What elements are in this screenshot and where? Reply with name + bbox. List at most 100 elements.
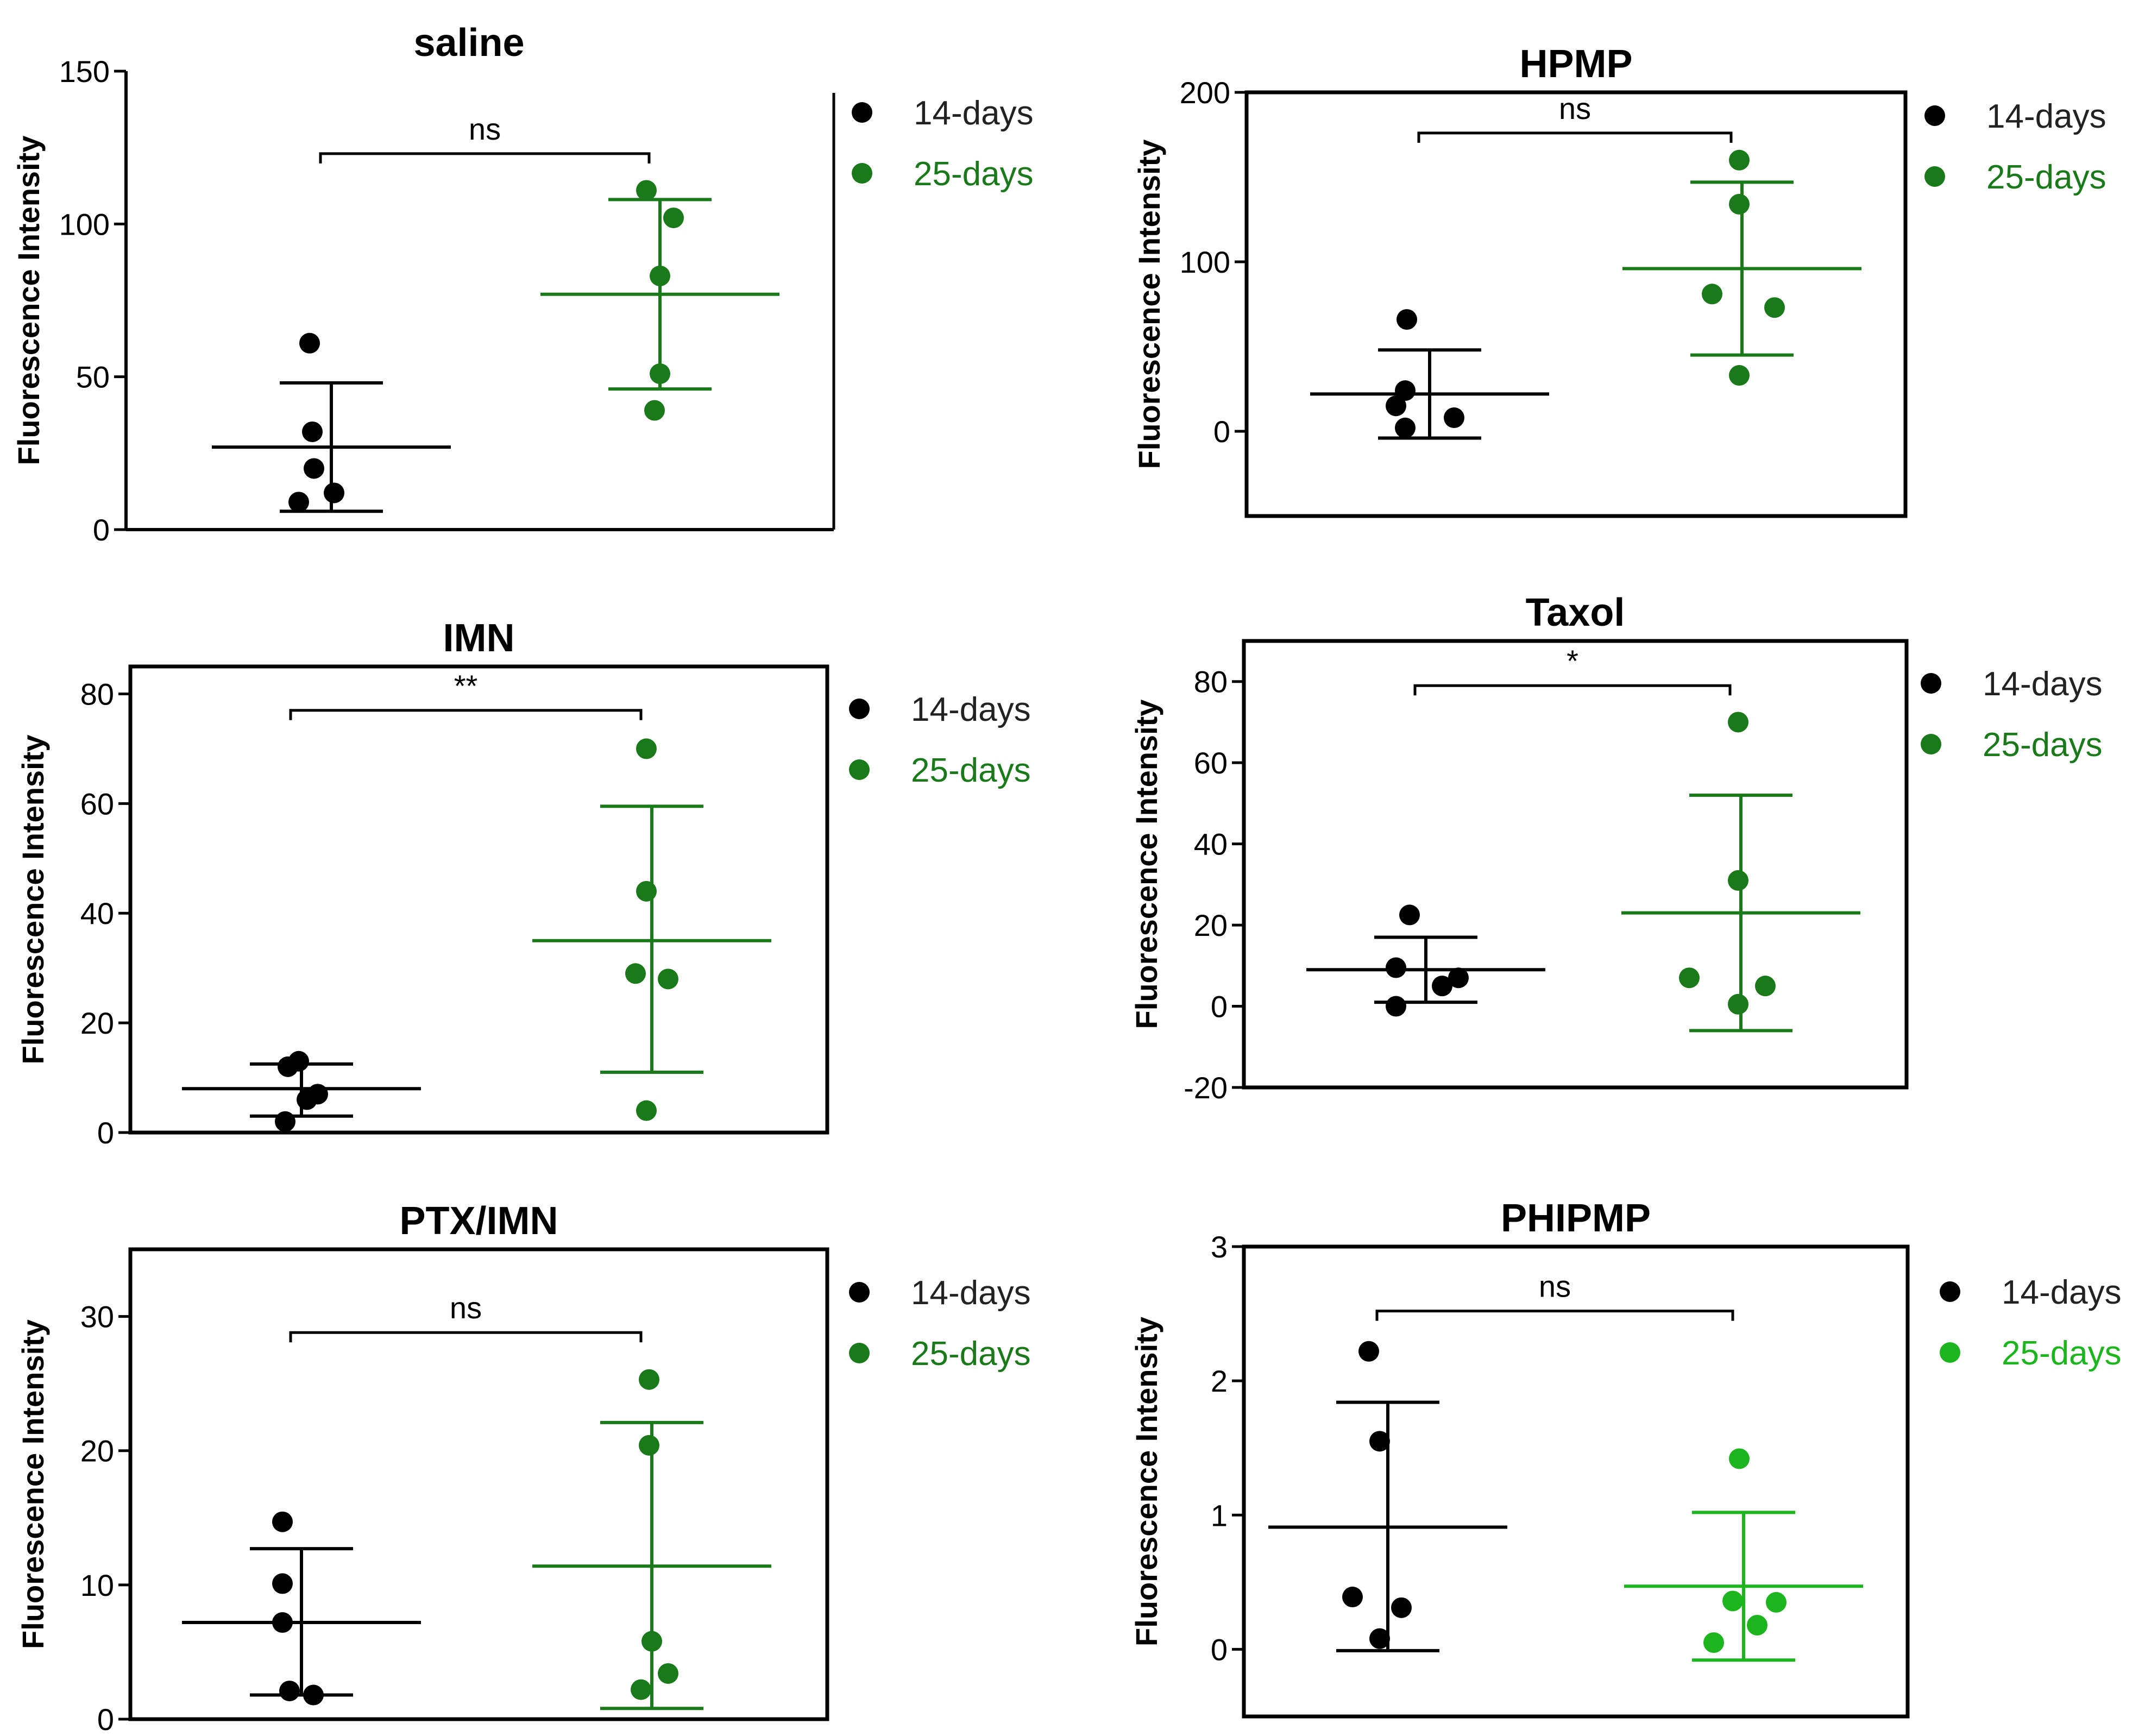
y-tick-label: 50 (76, 360, 110, 394)
data-point (1391, 1597, 1412, 1618)
y-tick-label: 0 (97, 1116, 114, 1150)
legend-label: 25-days (911, 1335, 1031, 1373)
legend-marker (852, 163, 872, 184)
y-tick-label: 3 (1211, 1230, 1228, 1264)
chart-title: IMN (443, 617, 515, 660)
y-axis-label: Fluorescence Intensity (1129, 1317, 1163, 1646)
data-point (1702, 284, 1722, 305)
data-point (663, 207, 684, 229)
significance-label: ** (454, 669, 478, 703)
bracket-line (319, 152, 651, 163)
data-point (303, 1684, 324, 1706)
data-point (299, 332, 320, 354)
legend-item: 14-days (1924, 98, 2106, 135)
series-14-days (182, 1511, 421, 1706)
y-tick-label: 0 (93, 513, 110, 547)
chart-title: saline (413, 21, 524, 65)
chart-title: Taxol (1526, 591, 1625, 634)
data-point (279, 1681, 300, 1702)
legend-item: 14-days (849, 1274, 1031, 1312)
data-point (644, 400, 665, 421)
data-point (275, 1111, 295, 1132)
data-point (636, 880, 657, 902)
data-point (1747, 1614, 1767, 1636)
y-tick-label: 80 (80, 677, 114, 711)
y-axis-label: Fluorescence Intensity (1129, 700, 1163, 1029)
data-point (272, 1573, 293, 1594)
data-point (636, 738, 657, 759)
legend-marker (1921, 734, 1941, 754)
significance-bracket: * (1413, 644, 1732, 696)
panel-imn: 0 20 40 60 80 IMN Fluorescence Intensity ** 14-d… (16, 617, 1031, 1150)
legend-label: 25-days (914, 155, 1034, 193)
y-tick-label: 60 (1194, 746, 1228, 780)
data-point (636, 180, 657, 201)
significance-bracket: ns (1375, 1269, 1734, 1321)
y-tick-label: 1 (1211, 1498, 1228, 1532)
data-point (288, 492, 309, 513)
panel-taxol: -20 0 20 40 60 80 Taxol Fluorescence Intensity *… (1129, 591, 2103, 1105)
legend-marker (849, 699, 870, 719)
plot-frame (128, 1247, 829, 1721)
legend-item: 25-days (1940, 1335, 2122, 1372)
data-point (1386, 395, 1406, 417)
data-point (1729, 1448, 1750, 1469)
y-tick-label: 200 (1180, 76, 1230, 110)
significance-bracket: ns (289, 1291, 643, 1343)
data-point (1728, 993, 1748, 1015)
data-point (272, 1511, 293, 1532)
data-point (631, 1679, 651, 1700)
y-tick-label: 20 (80, 1434, 114, 1468)
data-point (304, 458, 324, 479)
series-25-days (1621, 712, 1860, 1033)
legend-marker (849, 759, 870, 780)
data-point (658, 1663, 678, 1684)
legend-label: 14-days (1986, 98, 2106, 135)
plot-frame (1242, 639, 1909, 1090)
plot-frame (128, 664, 829, 1135)
legend-label: 25-days (2002, 1335, 2122, 1372)
significance-bracket: ns (319, 112, 651, 163)
y-tick-label: 0 (97, 1702, 114, 1736)
bracket-line (1413, 684, 1732, 696)
legend-label: 14-days (1983, 665, 2103, 703)
data-point (1728, 870, 1748, 891)
data-point (272, 1612, 293, 1633)
significance-label: ns (1539, 1269, 1571, 1304)
y-tick-label: 0 (1211, 990, 1228, 1024)
series-14-days (1310, 309, 1549, 440)
series-25-days (540, 180, 779, 421)
y-tick-label: 100 (59, 207, 110, 241)
bracket-line (1417, 131, 1733, 143)
data-point (297, 1089, 317, 1110)
bracket-line (1375, 1310, 1734, 1321)
significance-label: ns (469, 112, 501, 146)
panel-saline: 0 50 100 150 saline Fluorescence Intensity ns 1… (11, 21, 1034, 547)
y-axis-label: Fluorescence Intensity (11, 136, 46, 466)
significance-label: ns (1559, 91, 1591, 125)
legend-label: 14-days (2002, 1274, 2122, 1311)
y-tick-label: 40 (80, 896, 114, 930)
data-point (1755, 976, 1776, 997)
data-point (1397, 309, 1417, 330)
y-tick-label: 10 (80, 1568, 114, 1602)
legend-label: 14-days (911, 691, 1031, 728)
series-25-days (1624, 1448, 1863, 1662)
series-14-days (182, 1051, 421, 1132)
data-point (1369, 1431, 1390, 1452)
y-tick-label: 0 (1213, 414, 1230, 449)
data-point (1369, 1628, 1390, 1649)
legend-item: 25-days (1924, 159, 2106, 196)
data-point (1679, 967, 1700, 989)
y-tick-label: 100 (1180, 245, 1230, 279)
y-axis-label: Fluorescence Intensity (16, 1319, 50, 1649)
chart-title: PHIPMP (1501, 1197, 1651, 1240)
data-point (1729, 149, 1750, 171)
series-14-days (1306, 904, 1545, 1017)
data-point (639, 1435, 659, 1456)
legend-item: 14-days (849, 691, 1031, 728)
y-tick-label: -20 (1184, 1071, 1228, 1105)
plot-frame (1242, 1244, 1910, 1719)
legend-marker (849, 1282, 870, 1303)
legend-marker (852, 102, 872, 123)
